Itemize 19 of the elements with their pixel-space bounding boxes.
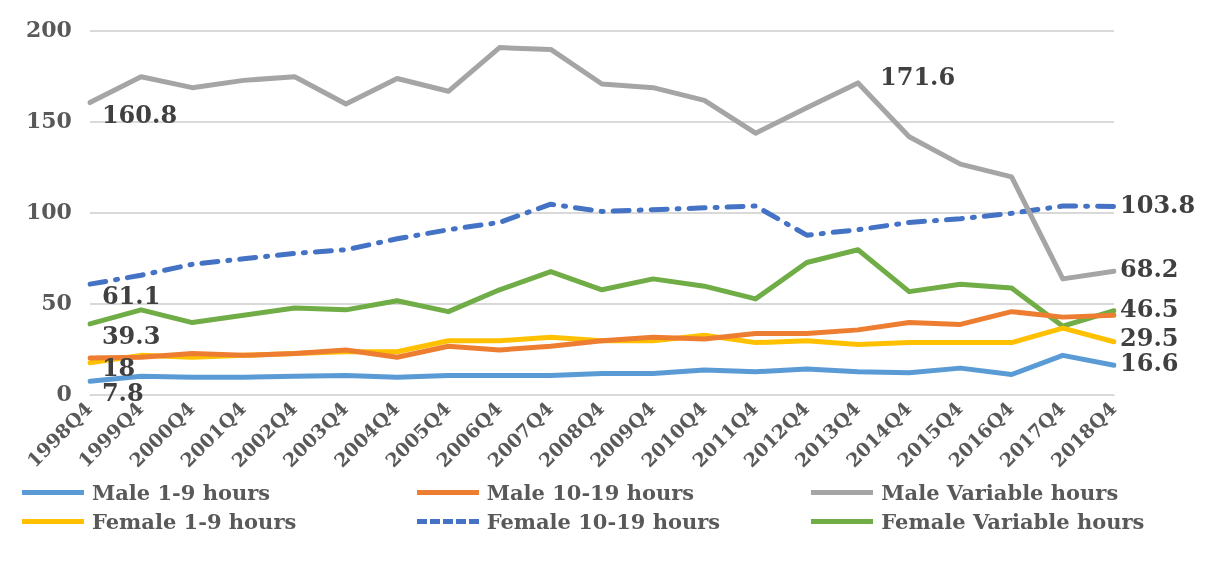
legend-label: Female 10-19 hours	[486, 509, 721, 534]
legend-label: Female Variable hours	[881, 509, 1145, 534]
data-label: 103.8	[1120, 189, 1196, 219]
data-label: 39.3	[101, 321, 161, 351]
legend-label: Female 1-9 hours	[92, 509, 297, 534]
y-tick-label: 200	[25, 15, 72, 42]
data-label: 61.1	[101, 281, 161, 311]
y-tick-label: 150	[25, 106, 72, 133]
data-label: 46.5	[1120, 293, 1179, 323]
y-tick-label: 50	[41, 289, 72, 316]
legend-label: Male 1-9 hours	[92, 480, 271, 505]
legend-label: Male Variable hours	[881, 480, 1119, 505]
data-label: 171.6	[879, 62, 956, 92]
data-label: 160.8	[101, 99, 178, 129]
y-tick-label: 100	[25, 198, 72, 225]
data-label: 68.2	[1120, 254, 1179, 284]
data-label: 18	[101, 353, 136, 383]
legend-label: Male 10-19 hours	[486, 480, 695, 505]
y-tick-label: 0	[56, 380, 72, 407]
